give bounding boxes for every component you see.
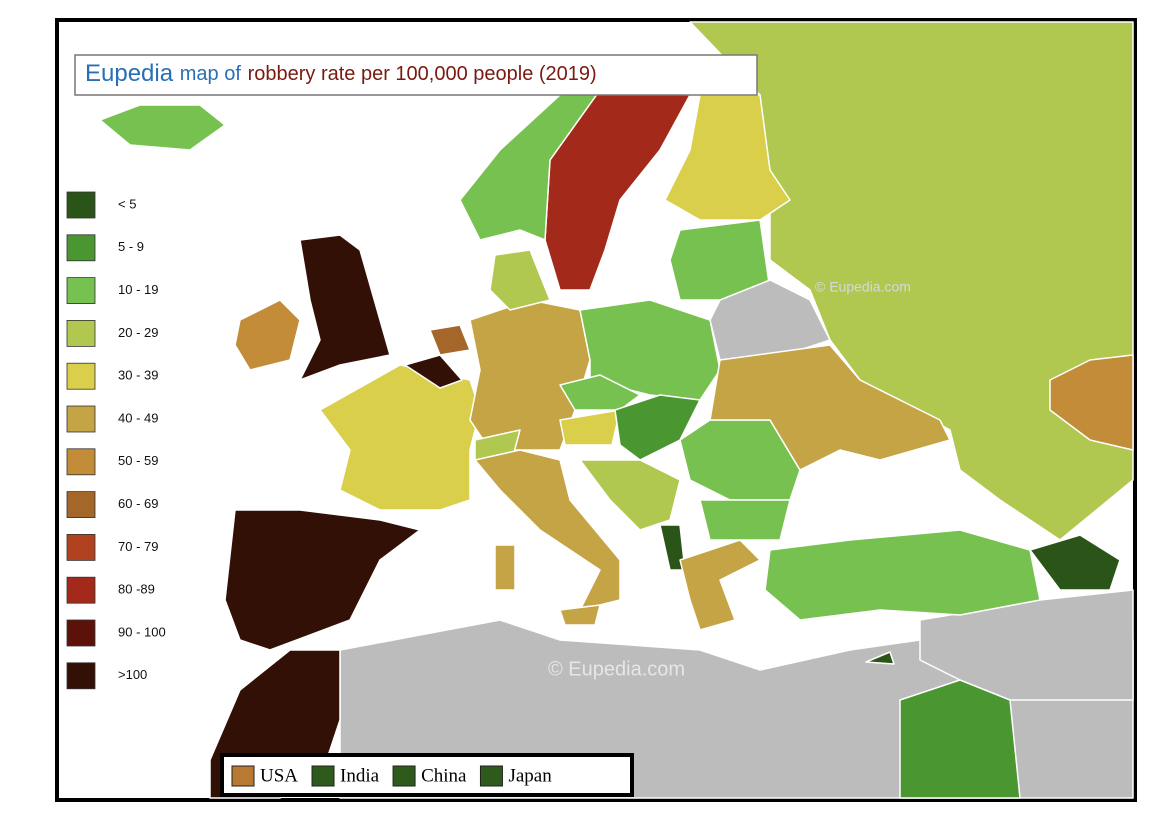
balkans (579, 459, 681, 531)
belgium (404, 354, 463, 389)
sardinia (494, 544, 516, 591)
comparison-swatch (231, 765, 255, 787)
legend-swatch (66, 534, 96, 561)
czechia (559, 374, 641, 411)
italy (474, 449, 621, 611)
title-part: map of (180, 63, 242, 85)
comparison-swatch (311, 765, 335, 787)
legend-label: 60 - 69 (118, 496, 158, 511)
legend-label: 20 - 29 (118, 325, 158, 340)
bulgaria (699, 499, 791, 541)
cyprus (865, 651, 895, 665)
legend-swatch (66, 491, 96, 519)
comparison-swatch (479, 765, 503, 787)
denmark (489, 249, 551, 311)
ireland (234, 299, 301, 371)
comparison-label: China (421, 765, 467, 786)
netherlands (429, 324, 471, 356)
comparison-label: Japan (508, 765, 552, 786)
ukraine (709, 344, 951, 471)
legend-swatch (66, 362, 96, 390)
watermark: © Eupedia.com (548, 658, 685, 680)
legend-swatch (66, 191, 96, 219)
watermark: © Eupedia.com (815, 279, 911, 295)
title: Eupedia map of robbery rate per 100,000 … (85, 60, 597, 87)
legend-label: >100 (118, 667, 147, 682)
kazakhstan (1049, 354, 1134, 451)
norway (459, 89, 601, 241)
legend-swatch (66, 662, 96, 690)
title-brand: Eupedia (85, 60, 174, 87)
comparison-legend: USA India China Japan (231, 765, 552, 787)
legend-label: 90 - 100 (118, 624, 166, 639)
legend: < 5 5 - 9 10 - 19 20 - 29 30 - 39 40 - 49 50 -… (66, 191, 166, 690)
austria (559, 409, 621, 446)
title-box (74, 54, 758, 96)
comparison-swatch (392, 765, 416, 787)
greece (679, 539, 761, 631)
legend-label: 5 - 9 (118, 239, 144, 254)
legend-swatch (66, 234, 96, 262)
legend-label: 50 - 59 (118, 453, 158, 468)
legend-label: 30 - 39 (118, 368, 158, 383)
legend-swatch (66, 277, 96, 305)
comparison-label: India (340, 765, 380, 786)
caucasus (1029, 534, 1121, 591)
legend-label: 10 - 19 (118, 282, 158, 297)
iraq (899, 679, 1021, 799)
iberia (224, 509, 421, 651)
iceland (99, 104, 226, 151)
turkey (764, 529, 1041, 621)
legend-swatch (66, 619, 96, 647)
legend-swatch (66, 576, 96, 604)
legend-label: 40 - 49 (118, 410, 158, 425)
legend-swatch (66, 405, 96, 433)
comparison-label: USA (260, 765, 298, 786)
sicily (559, 604, 601, 626)
legend-label: 70 - 79 (118, 539, 158, 554)
legend-swatch (66, 448, 96, 476)
legend-label: < 5 (118, 196, 136, 211)
legend-label: 80 -89 (118, 582, 155, 597)
comparison-box (220, 753, 634, 797)
legend-swatch (66, 319, 96, 347)
united-kingdom (299, 234, 391, 381)
title-part: robbery rate per 100,000 people (2019) (248, 63, 597, 85)
